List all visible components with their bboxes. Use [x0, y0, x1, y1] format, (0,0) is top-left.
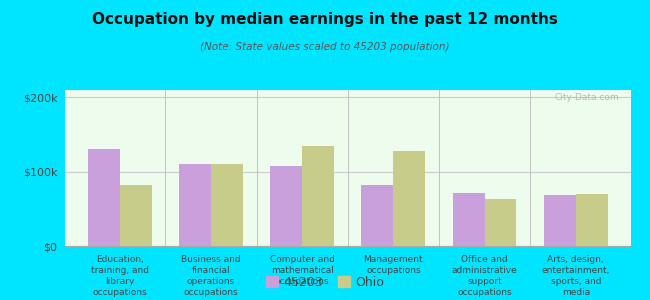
Text: (Note: State values scaled to 45203 population): (Note: State values scaled to 45203 popu… [200, 42, 450, 52]
Bar [544, 196, 576, 246]
Bar [120, 185, 151, 246]
Bar [393, 151, 425, 246]
Bar [302, 146, 334, 246]
Legend: 45203, Ohio: 45203, Ohio [261, 271, 389, 294]
Text: Occupation by median earnings in the past 12 months: Occupation by median earnings in the pas… [92, 12, 558, 27]
Bar [88, 149, 120, 246]
Bar [361, 185, 393, 246]
Bar [179, 164, 211, 246]
Bar [452, 193, 484, 246]
Bar [270, 166, 302, 246]
Bar [576, 194, 608, 246]
Bar [484, 199, 517, 246]
Bar [211, 164, 243, 246]
Text: City-Data.com: City-Data.com [554, 93, 619, 102]
